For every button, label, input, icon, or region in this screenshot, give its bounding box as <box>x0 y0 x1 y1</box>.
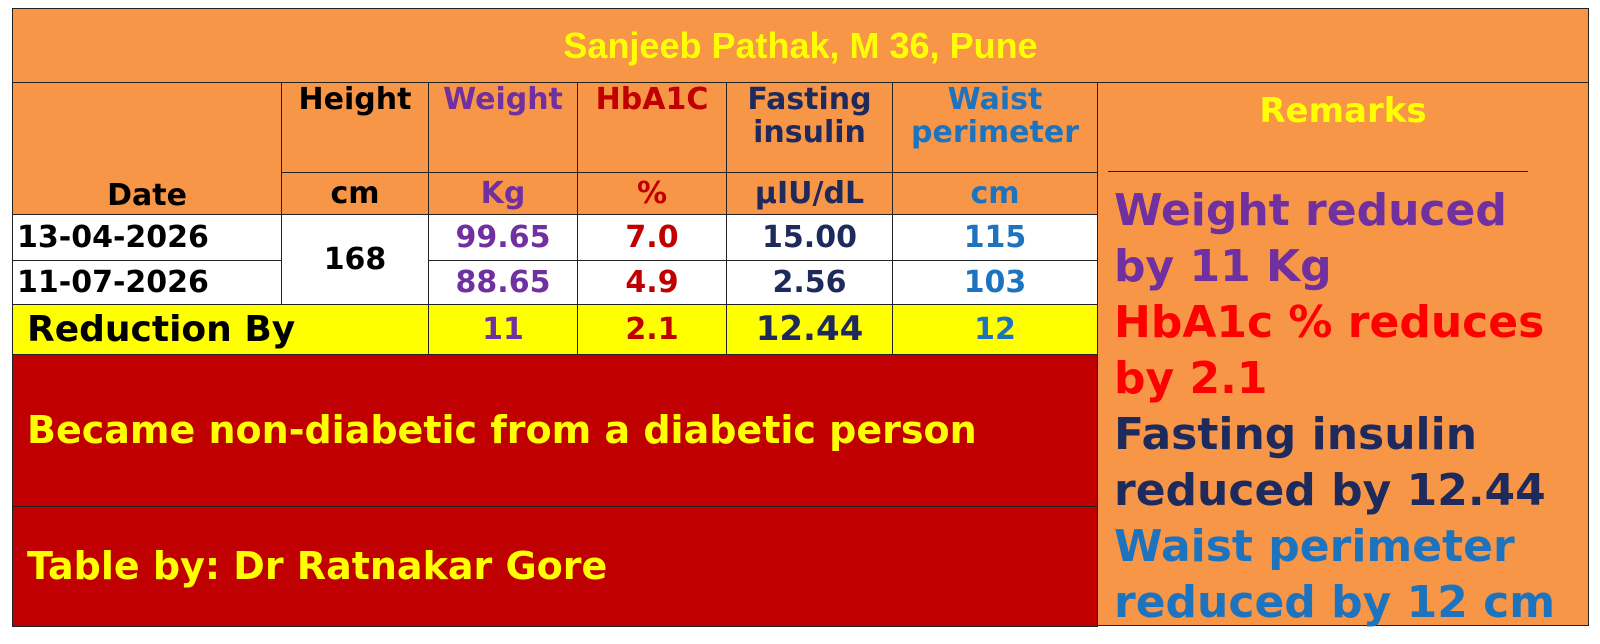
remarks-list: Weight reduced by 11 Kg HbA1c % reduces … <box>1114 183 1580 631</box>
column-header: HbA1C <box>577 82 727 173</box>
date-cell: 11-07-2026 <box>12 260 282 305</box>
remarks-title: Remarks <box>1259 91 1427 131</box>
value-cell: 88.65 <box>428 260 578 305</box>
reduction-cell: 12 <box>892 304 1098 355</box>
unit: % <box>577 172 727 215</box>
remark: Fasting insulin reduced by 12.44 <box>1114 409 1546 516</box>
value-cell: 4.9 <box>577 260 727 305</box>
column-header: Weight <box>428 82 578 173</box>
value-cell: 7.0 <box>577 214 727 261</box>
remarks-panel: Remarks Weight reduced by 11 Kg HbA1c % … <box>1097 82 1589 628</box>
remark: Weight reduced by 11 Kg <box>1114 185 1507 292</box>
value-cell: 99.65 <box>428 214 578 261</box>
unit: Kg <box>428 172 578 215</box>
date-cell: 13-04-2026 <box>12 214 282 261</box>
divider <box>1108 171 1528 172</box>
unit: cm <box>281 172 429 215</box>
date-header: Date <box>12 82 282 215</box>
value-cell: 2.56 <box>726 260 893 305</box>
column-header: Waist perimeter <box>892 82 1098 173</box>
column-header: Height <box>281 82 429 173</box>
credit: Table by: Dr Ratnakar Gore <box>12 506 1098 627</box>
reduction-label: Reduction By <box>12 304 429 355</box>
conclusion: Became non-diabetic from a diabetic pers… <box>12 354 1098 507</box>
value-cell: 15.00 <box>726 214 893 261</box>
height-cell: 168 <box>281 214 429 305</box>
reduction-cell: 2.1 <box>577 304 727 355</box>
unit: µIU/dL <box>726 172 893 215</box>
column-header: Fasting insulin <box>726 82 893 173</box>
reduction-cell: 11 <box>428 304 578 355</box>
reduction-cell: 12.44 <box>726 304 893 355</box>
value-cell: 115 <box>892 214 1098 261</box>
title: Sanjeeb Pathak, M 36, Pune <box>12 8 1589 83</box>
remark: HbA1c % reduces by 2.1 <box>1114 297 1545 404</box>
unit: cm <box>892 172 1098 215</box>
remark: Waist perimeter reduced by 12 cm <box>1114 521 1556 628</box>
value-cell: 103 <box>892 260 1098 305</box>
